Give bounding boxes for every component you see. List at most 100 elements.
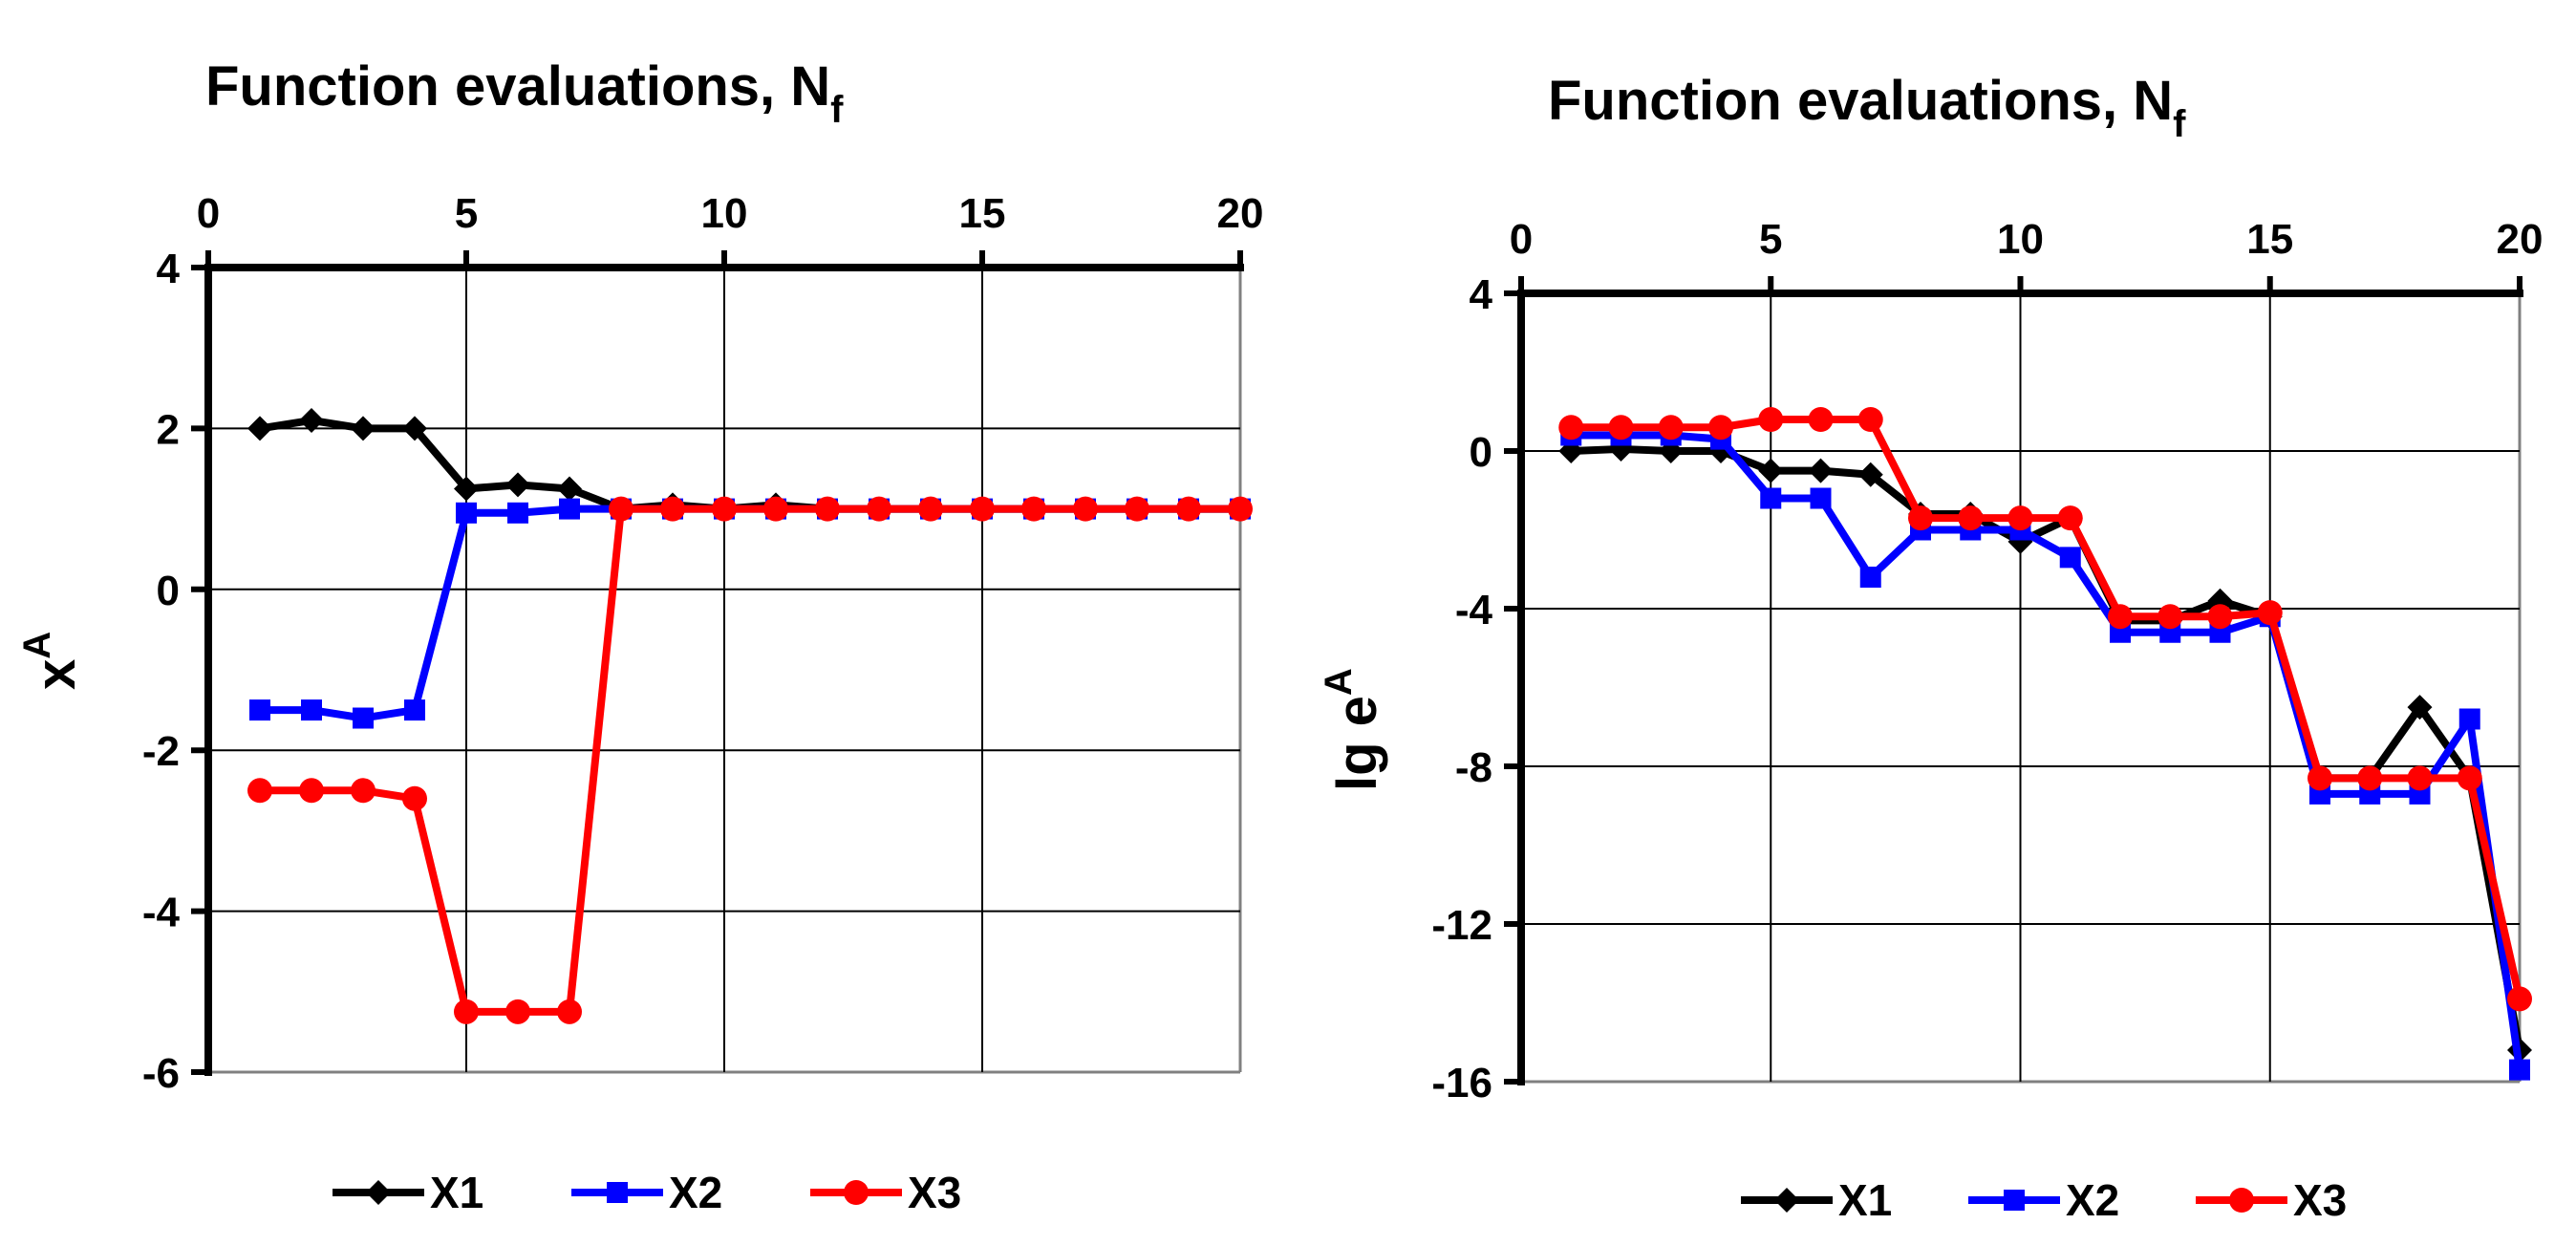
data-point-x3 bbox=[867, 496, 891, 522]
x-tick-label: 10 bbox=[701, 190, 748, 237]
chart-left-title: Function evaluations, Nf bbox=[205, 55, 844, 131]
chart-left-axes bbox=[191, 250, 1244, 1076]
data-point-x2 bbox=[507, 502, 528, 524]
data-point-x3 bbox=[2257, 600, 2283, 626]
series-x2 bbox=[249, 498, 1251, 729]
data-point-x2 bbox=[456, 502, 477, 524]
data-point-x3 bbox=[609, 496, 633, 522]
legend-item-x1: X1 bbox=[333, 1168, 483, 1217]
data-point-x1 bbox=[1808, 458, 1834, 483]
y-tick-label: 0 bbox=[1470, 429, 1492, 476]
data-point-x3 bbox=[918, 496, 943, 522]
data-point-x2 bbox=[559, 498, 580, 520]
series-x1 bbox=[1558, 436, 2532, 1063]
y-tick-label: -2 bbox=[142, 728, 180, 775]
data-point-x1 bbox=[299, 407, 324, 433]
data-point-x3 bbox=[1658, 415, 1684, 440]
data-point-x1 bbox=[505, 472, 530, 498]
data-point-x3 bbox=[247, 778, 272, 804]
series-line-x1 bbox=[1571, 444, 2523, 1051]
legend-marker-x1 bbox=[366, 1180, 391, 1205]
data-point-x3 bbox=[1908, 505, 1933, 531]
x-tick-label: 20 bbox=[1217, 190, 1264, 237]
data-point-x1 bbox=[1857, 462, 1883, 487]
chart-right-legend: X1 X2 X3 bbox=[1741, 1175, 2347, 1225]
series-x1 bbox=[247, 407, 1253, 522]
x-tick-label: 0 bbox=[1510, 216, 1533, 263]
data-point-x3 bbox=[1708, 415, 1733, 440]
legend-label-x1: X1 bbox=[430, 1168, 483, 1217]
chart-right-axes bbox=[1504, 276, 2523, 1085]
data-point-x2 bbox=[2059, 547, 2081, 569]
data-point-x2 bbox=[2458, 708, 2480, 730]
data-point-x3 bbox=[299, 778, 324, 804]
data-point-x3 bbox=[2507, 986, 2532, 1012]
data-point-x3 bbox=[1857, 407, 1883, 432]
data-point-x3 bbox=[2007, 505, 2033, 531]
data-point-x2 bbox=[2509, 1059, 2530, 1081]
data-point-x1 bbox=[2407, 695, 2433, 720]
data-point-x3 bbox=[2157, 604, 2183, 630]
series-x3 bbox=[1558, 407, 2532, 1012]
series-line-x1 bbox=[259, 416, 1240, 513]
data-point-x3 bbox=[557, 999, 582, 1024]
data-point-x3 bbox=[2407, 765, 2433, 791]
data-point-x3 bbox=[2457, 765, 2482, 791]
legend-label-x2: X2 bbox=[669, 1168, 722, 1217]
legend-label-x2: X2 bbox=[2066, 1175, 2119, 1225]
chart-right-y-axis-label: lg eA bbox=[1318, 668, 1388, 791]
data-point-x2 bbox=[1760, 487, 1782, 509]
data-point-x3 bbox=[1958, 505, 1984, 531]
data-point-x3 bbox=[2057, 505, 2083, 531]
legend-label-x3: X3 bbox=[908, 1168, 961, 1217]
x-tick-label: 20 bbox=[2497, 216, 2544, 263]
data-point-x3 bbox=[505, 999, 530, 1024]
legend-label-x3: X3 bbox=[2293, 1175, 2347, 1225]
x-tick-label: 5 bbox=[1759, 216, 1782, 263]
chart-right-grid bbox=[1521, 293, 2522, 1084]
chart-right: Function evaluations, Nf lg eA 0 5 10 15 20 4… bbox=[1318, 70, 2543, 1225]
legend-item-x2: X2 bbox=[1968, 1175, 2119, 1225]
y-tick-label: 4 bbox=[157, 246, 181, 292]
x-tick-label: 0 bbox=[197, 190, 220, 237]
data-point-x3 bbox=[970, 496, 995, 522]
data-point-x1 bbox=[351, 416, 376, 441]
data-point-x3 bbox=[1021, 496, 1046, 522]
chart-right-series bbox=[1558, 407, 2532, 1081]
y-tick-label: -16 bbox=[1431, 1060, 1492, 1106]
chart-left-legend: X1 X2 X3 bbox=[333, 1168, 961, 1217]
data-point-x3 bbox=[2207, 604, 2233, 630]
data-point-x1 bbox=[454, 476, 479, 502]
data-point-x3 bbox=[402, 785, 427, 811]
x-tick-label: 15 bbox=[959, 190, 1006, 237]
data-point-x3 bbox=[2108, 604, 2133, 630]
y-tick-label: -12 bbox=[1431, 902, 1492, 949]
chart-left-series bbox=[247, 407, 1253, 1024]
data-point-x3 bbox=[454, 999, 479, 1024]
x-tick-label: 15 bbox=[2246, 216, 2293, 263]
legend-item-x3: X3 bbox=[2196, 1175, 2347, 1225]
x-tick-label: 5 bbox=[455, 190, 478, 237]
data-point-x3 bbox=[1176, 496, 1201, 522]
y-tick-label: -6 bbox=[142, 1050, 180, 1097]
series-line-x2 bbox=[260, 505, 1240, 722]
legend-marker-x2 bbox=[607, 1182, 628, 1203]
data-point-x2 bbox=[353, 707, 374, 729]
legend-marker-x3 bbox=[2229, 1188, 2254, 1213]
legend-item-x1: X1 bbox=[1741, 1175, 1892, 1225]
data-point-x3 bbox=[1125, 496, 1149, 522]
chart-right-title: Function evaluations, Nf bbox=[1548, 70, 2186, 145]
data-point-x3 bbox=[2357, 765, 2383, 791]
data-point-x3 bbox=[815, 496, 840, 522]
data-point-x3 bbox=[1073, 496, 1098, 522]
data-point-x3 bbox=[351, 778, 376, 804]
data-point-x2 bbox=[1810, 487, 1832, 509]
legend-marker-x1 bbox=[1774, 1188, 1799, 1213]
data-point-x2 bbox=[404, 699, 425, 721]
data-point-x3 bbox=[1558, 415, 1584, 440]
chart-left-grid bbox=[208, 268, 1242, 1074]
x-tick-label: 10 bbox=[1997, 216, 2044, 263]
y-tick-label: -8 bbox=[1455, 744, 1492, 791]
